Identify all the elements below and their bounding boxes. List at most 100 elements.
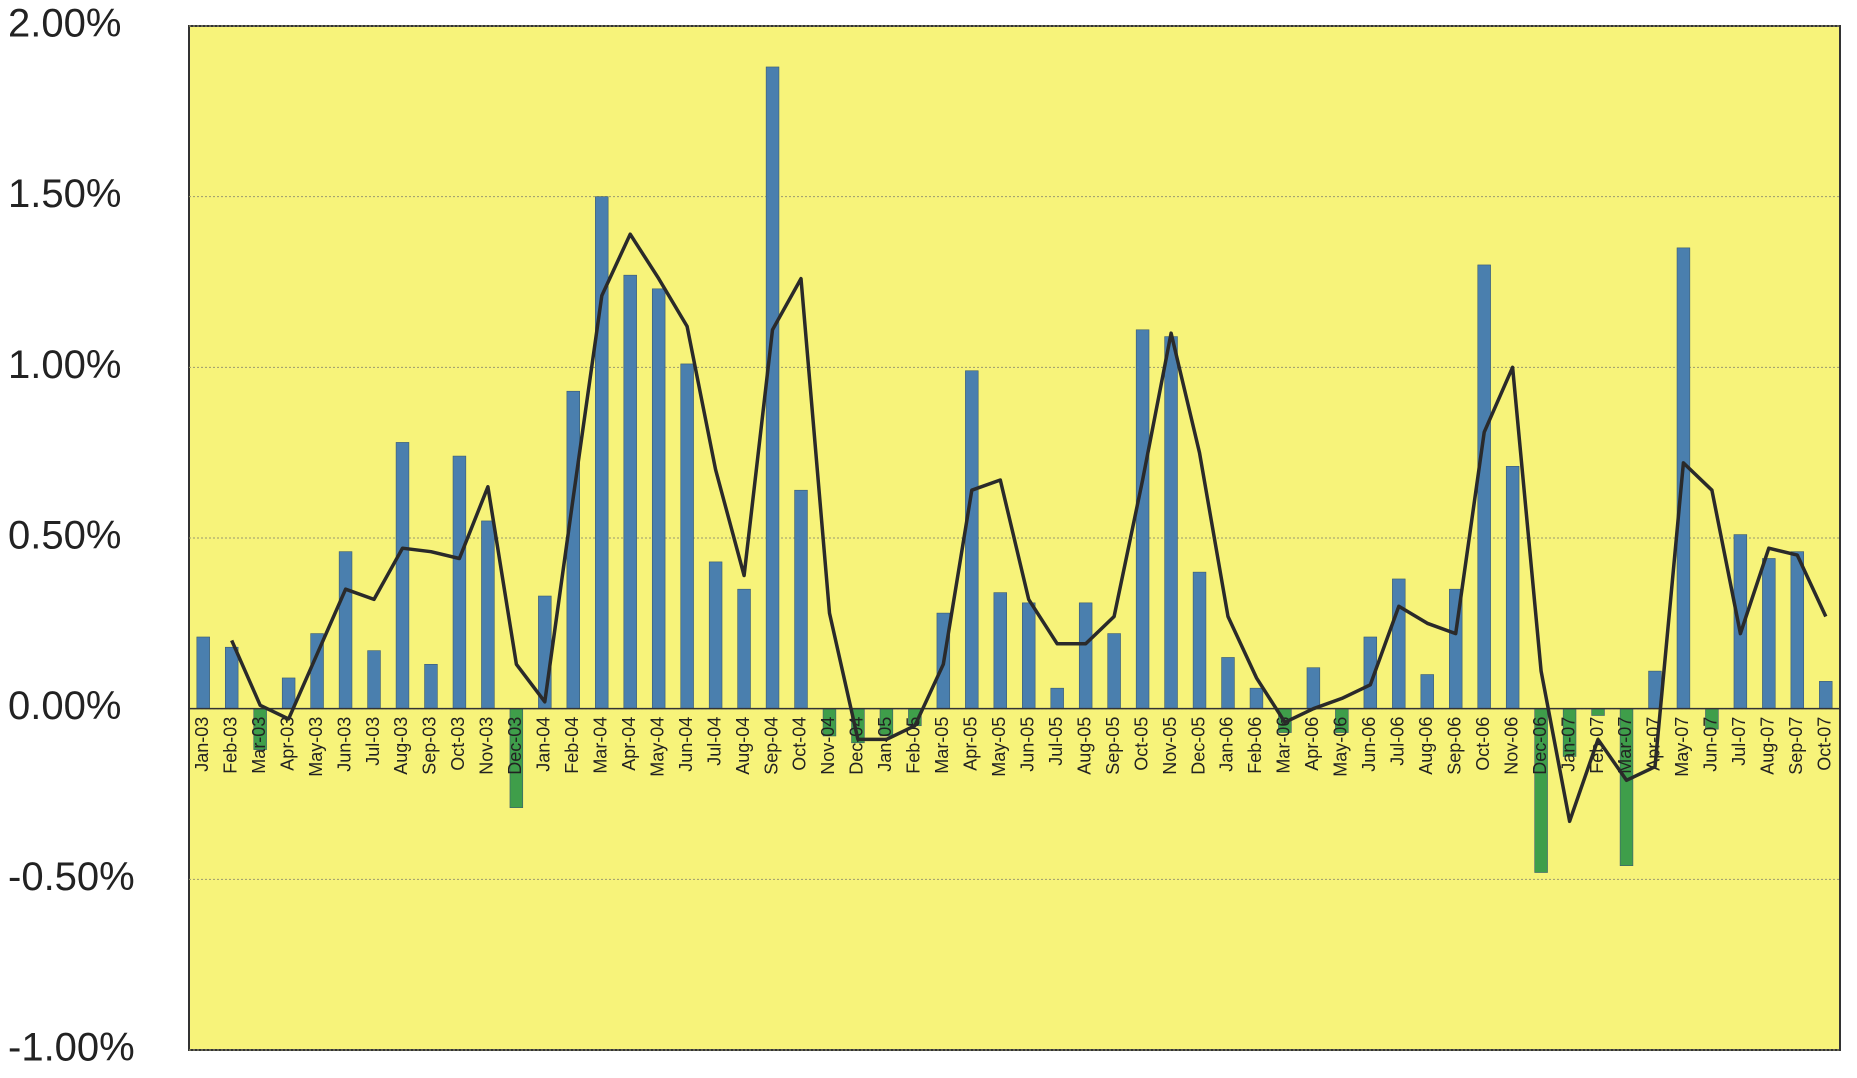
x-tick-label: Aug-07 — [1758, 717, 1778, 775]
bar — [566, 390, 580, 709]
x-tick-label: Feb-05 — [904, 717, 924, 774]
x-tick-label: Feb-03 — [220, 717, 240, 774]
bar — [196, 636, 210, 709]
x-tick-label: Jan-05 — [875, 717, 895, 772]
bar — [395, 442, 410, 709]
bar — [481, 520, 495, 709]
bar — [1022, 602, 1036, 709]
x-tick-label: Mar-07 — [1615, 717, 1635, 774]
x-tick-label: Aug-03 — [391, 717, 411, 775]
bar — [1050, 687, 1064, 709]
x-tick-label: Sep-07 — [1786, 717, 1806, 775]
x-tick-label: Aug-04 — [733, 717, 753, 775]
y-tick-label: 1.50% — [8, 172, 121, 216]
x-tick-label: Jan-06 — [1217, 717, 1237, 772]
x-tick-label: Apr-04 — [619, 717, 639, 771]
x-tick-label: Nov-04 — [818, 717, 838, 775]
x-tick-label: May-07 — [1672, 717, 1692, 777]
bar — [1420, 674, 1434, 709]
bar — [281, 677, 296, 709]
x-tick-label: Aug-05 — [1074, 717, 1094, 775]
x-tick-label: Jul-07 — [1729, 717, 1749, 766]
bar — [424, 663, 438, 709]
x-tick-label: Mar-06 — [1274, 717, 1294, 774]
x-tick-label: Jul-03 — [363, 717, 383, 766]
x-tick-label: Jun-06 — [1359, 717, 1379, 772]
bar — [1249, 687, 1264, 709]
bar — [794, 489, 808, 709]
y-tick-label: 1.00% — [8, 343, 121, 387]
x-tick-label: Feb-04 — [562, 717, 582, 774]
x-tick-label: Sep-05 — [1103, 717, 1123, 775]
x-tick-label: Oct-07 — [1815, 717, 1835, 771]
bar — [1819, 681, 1833, 709]
y-tick-label: 0.50% — [8, 514, 121, 558]
bar — [1078, 602, 1093, 709]
bar — [224, 646, 239, 709]
bar — [452, 455, 467, 709]
bar — [708, 561, 723, 709]
x-tick-label: Sep-03 — [420, 717, 440, 775]
x-tick-label: Oct-04 — [790, 717, 810, 771]
x-tick-label: Dec-03 — [505, 717, 525, 775]
bar — [1306, 667, 1321, 709]
x-tick-label: Jul-05 — [1046, 717, 1066, 766]
bar — [1192, 571, 1207, 709]
bar — [1135, 329, 1150, 709]
bar — [737, 588, 751, 709]
bar — [1790, 551, 1805, 709]
x-tick-label: Nov-05 — [1160, 717, 1180, 775]
bar — [1107, 633, 1121, 709]
bar — [367, 650, 381, 709]
x-tick-label: Sep-04 — [761, 717, 781, 775]
x-tick-label: Jun-04 — [676, 717, 696, 772]
bar — [1505, 466, 1520, 709]
x-tick-label: Jan-04 — [534, 717, 554, 772]
x-tick-label: Sep-06 — [1444, 717, 1464, 775]
x-tick-label: Mar-04 — [591, 717, 611, 774]
line — [230, 232, 1828, 824]
x-tick-label: Dec-05 — [1188, 717, 1208, 775]
x-tick-label: Jan-07 — [1558, 717, 1578, 772]
x-tick-label: Oct-05 — [1131, 717, 1151, 771]
x-tick-label: Nov-06 — [1501, 717, 1521, 775]
x-tick-label: Mar-03 — [249, 717, 269, 774]
bar — [1477, 264, 1491, 709]
x-tick-label: Feb-06 — [1245, 717, 1265, 774]
bar — [651, 288, 666, 709]
bar — [595, 196, 609, 709]
x-tick-label: Aug-06 — [1416, 717, 1436, 775]
x-tick-label: Apr-05 — [961, 717, 981, 771]
x-tick-label: Nov-03 — [477, 717, 497, 775]
y-tick-label: 0.00% — [8, 684, 121, 728]
x-tick-label: Jan-03 — [192, 717, 212, 772]
x-tick-label: Jul-04 — [704, 717, 724, 766]
x-tick-label: Mar-05 — [932, 717, 952, 774]
bar — [338, 551, 353, 709]
x-tick-label: May-04 — [647, 717, 667, 777]
y-tick-label: 2.00% — [8, 2, 121, 46]
x-tick-label: May-03 — [306, 717, 326, 777]
y-tick-label: -1.00% — [8, 1026, 135, 1070]
bar — [1762, 558, 1776, 709]
x-tick-label: Dec-04 — [847, 717, 867, 775]
bar — [623, 274, 637, 709]
x-tick-label: Apr-06 — [1302, 717, 1322, 771]
bar — [765, 66, 780, 709]
bar — [1591, 708, 1605, 716]
x-tick-label: Jun-05 — [1017, 717, 1037, 772]
x-tick-label: Jun-07 — [1701, 717, 1721, 772]
x-tick-label: May-06 — [1331, 717, 1351, 777]
x-tick-label: Jul-06 — [1388, 717, 1408, 766]
y-tick-label: -0.50% — [8, 855, 135, 899]
x-tick-label: Oct-06 — [1473, 717, 1493, 771]
x-tick-label: May-05 — [989, 717, 1009, 777]
bar — [993, 592, 1007, 709]
bar — [965, 370, 979, 709]
x-tick-label: Apr-03 — [277, 717, 297, 771]
bar — [680, 363, 694, 709]
x-tick-label: Dec-06 — [1530, 717, 1550, 775]
x-tick-label: Oct-03 — [448, 717, 468, 771]
